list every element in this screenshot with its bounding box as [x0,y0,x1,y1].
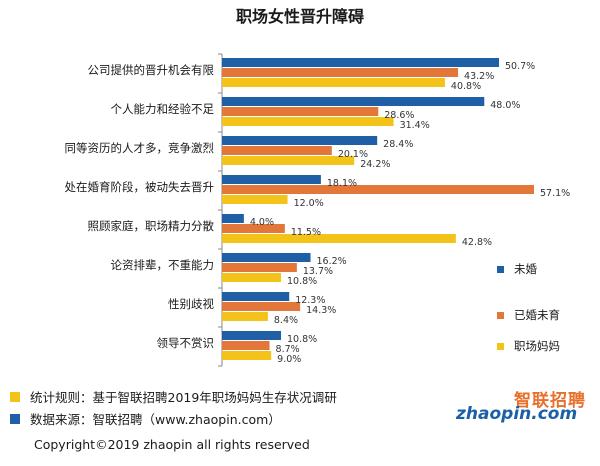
data-label: 40.8% [451,81,481,92]
data-label: 13.7% [303,266,333,277]
data-label: 42.8% [462,237,492,248]
logo-en: zhaopin.com [456,404,578,424]
bar [222,351,272,360]
data-label: 10.8% [287,334,317,345]
bar [222,136,378,145]
data-label: 16.2% [317,256,347,267]
category-label: 公司提供的晋升机会有限 [88,63,215,77]
bar [222,156,355,165]
bars [222,58,534,360]
data-label: 24.2% [360,159,390,170]
bar [222,292,290,301]
logo-cn: 智联招聘 [514,391,586,411]
data-label: 31.4% [400,120,430,131]
category-label: 性别歧视 [168,297,214,311]
legend-swatch [497,343,504,350]
data-label: 57.1% [540,188,570,199]
bar-chart: 职场女性晋升障碍 公司提供的晋升机会有限个人能力和经验不足同等资历的人才多，竞争… [65,7,570,367]
footnote-source-text: 数据来源：智联招聘（www.zhaopin.com） [30,412,281,427]
data-label: 20.1% [338,149,368,160]
copyright: Copyright©2019 zhaopin all rights reserv… [34,437,310,452]
data-label: 9.0% [277,354,301,365]
footnote-rule: 统计规则：基于智联招聘2019年职场妈妈生存状况调研 [10,387,337,406]
bar [222,312,268,321]
bar [222,107,379,116]
data-label: 14.3% [306,305,336,316]
data-label: 8.4% [274,315,298,326]
data-label: 50.7% [505,61,535,72]
bar [222,263,297,272]
bar [222,224,285,233]
bar [222,58,500,67]
bar [222,185,534,194]
data-label: 4.0% [250,217,274,228]
legend-label: 已婚未育 [514,308,560,322]
data-label: 12.0% [294,198,324,209]
chart-title: 职场女性晋升障碍 [236,7,364,26]
data-label: 43.2% [464,71,494,82]
legend-swatch [497,312,504,319]
legend-label: 未婚 [514,262,537,276]
bar [222,117,394,126]
bar [222,195,288,204]
category-label: 个人能力和经验不足 [111,102,215,116]
bar [222,214,244,223]
data-label: 8.7% [276,344,300,355]
category-label: 论资排辈，不重能力 [111,258,215,272]
data-labels: 50.7% 43.2%40.8% 48.0% 28.6%31.4% 28.4% 20.1%… [250,61,570,365]
yellow-square-icon [10,391,20,402]
category-label: 照顾家庭，职场精力分散 [88,219,215,233]
data-label: 48.0% [490,100,520,111]
bar [222,175,321,184]
bar [222,68,459,77]
data-label: 28.4% [383,139,413,150]
data-label: 18.1% [327,178,357,189]
data-label: 12.3% [295,295,325,306]
bar [222,341,270,350]
bar [222,273,282,282]
category-label: 处在婚育阶段，被动失去晋升 [65,180,215,194]
bar [222,234,456,243]
legend-swatch [497,266,504,273]
bar [222,146,332,155]
category-label: 领导不赏识 [157,336,215,350]
footnote-rule-text: 统计规则：基于智联招聘2019年职场妈妈生存状况调研 [30,390,337,405]
legend-label: 职场妈妈 [514,339,560,353]
bar [222,253,311,262]
bar [222,78,445,87]
footnote-source: 数据来源：智联招聘（www.zhaopin.com） [10,409,281,428]
bar [222,331,282,340]
bar [222,97,485,106]
data-label: 10.8% [287,276,317,287]
bar [222,302,301,311]
category-label: 同等资历的人才多，竞争激烈 [65,141,215,155]
zhaopin-logo: 智联招聘 zhaopin.com [456,386,594,426]
axis-ticks [218,53,222,367]
category-labels: 公司提供的晋升机会有限个人能力和经验不足同等资历的人才多，竞争激烈处在婚育阶段，… [65,63,215,350]
data-label: 11.5% [291,227,321,238]
blue-square-icon [10,413,20,424]
data-label: 28.6% [384,110,414,121]
